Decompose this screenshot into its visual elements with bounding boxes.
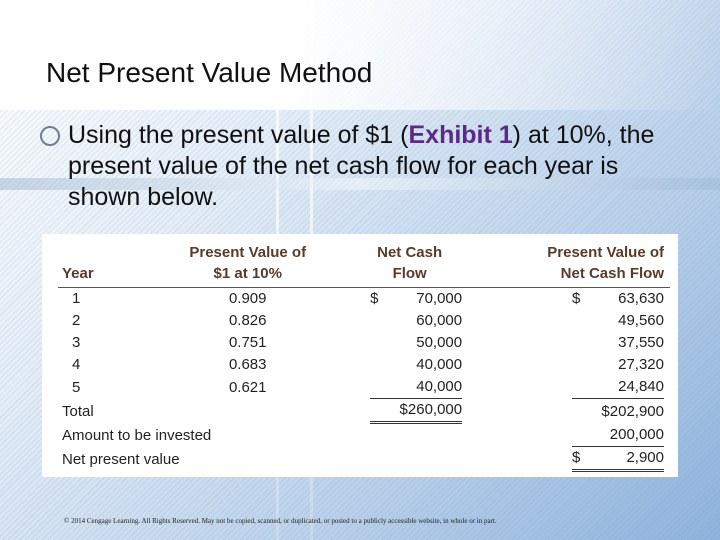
bullet-point: Using the present value of $1 (Exhibit 1… <box>40 120 680 213</box>
row-pv-net-cash-flow: $63,630 <box>572 290 664 307</box>
invested-value: 200,000 <box>502 424 670 447</box>
npv-table: Year Present Value of $1 at 10% Net Cash F… <box>58 242 670 472</box>
npv-table-card: Year Present Value of $1 at 10% Net Cash F… <box>42 234 678 477</box>
bullet-text-after: ) at 10%, the present value of the net c… <box>68 121 655 211</box>
bullet-circle-icon <box>40 126 60 146</box>
bullet-text: Using the present value of $1 (Exhibit 1… <box>68 120 680 213</box>
row-pv-net-cash-flow: 27,320 <box>618 356 664 373</box>
row-year: 4 <box>72 356 81 373</box>
header-pv-net-cash-flow: Present Value of Net Cash Flow <box>502 242 670 288</box>
row-pv-net-cash-flow: 24,840 <box>502 376 670 399</box>
row-pv-factor: 0.751 <box>228 334 267 351</box>
slide-title: Net Present Value Method <box>46 56 373 88</box>
header-year: Year <box>58 242 179 288</box>
invested-row: Amount to be invested 200,000 <box>58 424 670 447</box>
row-pv-factor: 0.683 <box>228 356 267 373</box>
row-net-cash-flow: 60,000 <box>416 312 463 329</box>
bullet-text-before: Using the present value of $1 ( <box>68 121 409 149</box>
row-year: 5 <box>72 378 81 396</box>
total-label: Total <box>62 402 94 420</box>
npv-label: Net present value <box>62 450 180 468</box>
npv-value: $2,900 <box>502 447 670 472</box>
header-net-cash-flow: Net Cash Flow <box>317 242 503 288</box>
row-pv-net-cash-flow: 49,560 <box>618 312 664 329</box>
total-row: Total $260,000 $202,900 <box>58 399 670 424</box>
row-pv-factor: 0.909 <box>228 290 267 307</box>
row-net-cash-flow: 40,000 <box>317 376 502 399</box>
header-band <box>0 0 720 110</box>
header-pv-factor: Present Value of $1 at 10% <box>178 242 318 288</box>
row-year: 3 <box>72 334 81 351</box>
row-year: 1 <box>72 290 81 307</box>
exhibit-reference: Exhibit 1 <box>408 121 513 149</box>
total-pv-net-cash-flow: $202,900 <box>601 402 664 420</box>
row-year: 2 <box>72 312 81 329</box>
table-row: 2 0.826 60,000 49,560 <box>58 310 670 332</box>
table-row: 4 0.683 40,000 27,320 <box>58 354 670 376</box>
total-net-cash-flow: $260,000 <box>317 399 502 424</box>
row-net-cash-flow: 40,000 <box>416 356 463 373</box>
copyright-footer: © 2014 Cengage Learning. All Rights Rese… <box>64 517 497 525</box>
invested-label: Amount to be invested <box>62 426 212 444</box>
table-row: 3 0.751 50,000 37,550 <box>58 332 670 354</box>
row-pv-factor: 0.621 <box>228 378 267 396</box>
row-net-cash-flow: $70,000 <box>370 290 463 307</box>
row-pv-factor: 0.826 <box>228 312 267 329</box>
row-net-cash-flow: 50,000 <box>416 334 463 351</box>
table-row: 5 0.621 40,000 24,840 <box>58 376 670 399</box>
npv-row: Net present value $2,900 <box>58 447 670 472</box>
table-header-row: Year Present Value of $1 at 10% Net Cash F… <box>58 242 670 288</box>
table-row: 1 0.909 $70,000 $63,630 <box>58 288 670 311</box>
row-pv-net-cash-flow: 37,550 <box>618 334 664 351</box>
decor-band <box>0 178 720 190</box>
